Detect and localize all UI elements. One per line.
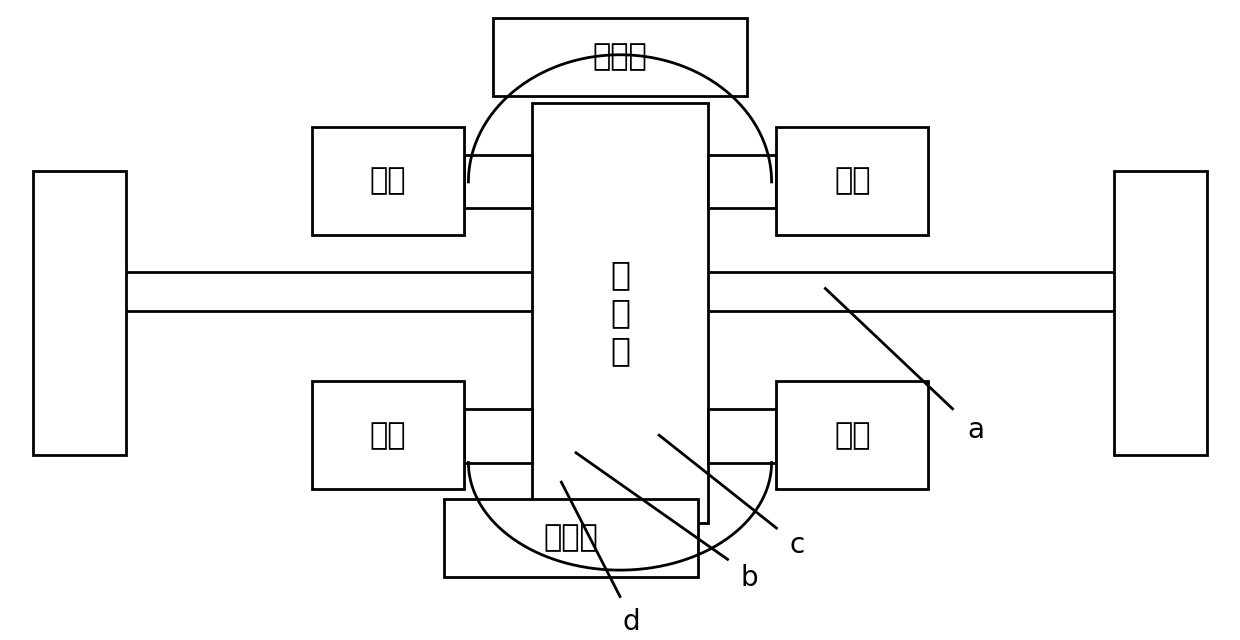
Text: 差
速
器: 差 速 器	[610, 258, 630, 367]
Bar	[312, 127, 464, 235]
Bar	[464, 154, 532, 208]
Bar	[444, 499, 698, 577]
Text: d: d	[622, 608, 641, 636]
Text: 控制器: 控制器	[593, 42, 647, 71]
Bar	[776, 127, 928, 235]
Bar	[776, 381, 928, 489]
Bar	[312, 381, 464, 489]
Text: 控制器: 控制器	[543, 524, 599, 552]
Text: a: a	[967, 415, 985, 444]
Text: 电机: 电机	[370, 166, 405, 195]
Bar	[708, 409, 776, 463]
Text: 电机: 电机	[835, 420, 870, 450]
Bar	[492, 18, 748, 96]
Bar	[1114, 171, 1207, 455]
Text: c: c	[789, 531, 805, 559]
Bar	[708, 154, 776, 208]
Text: b: b	[740, 564, 758, 592]
Bar	[532, 102, 708, 523]
Bar	[464, 409, 532, 463]
Bar	[33, 171, 126, 455]
Text: 电机: 电机	[835, 166, 870, 195]
Text: 电机: 电机	[370, 420, 405, 450]
